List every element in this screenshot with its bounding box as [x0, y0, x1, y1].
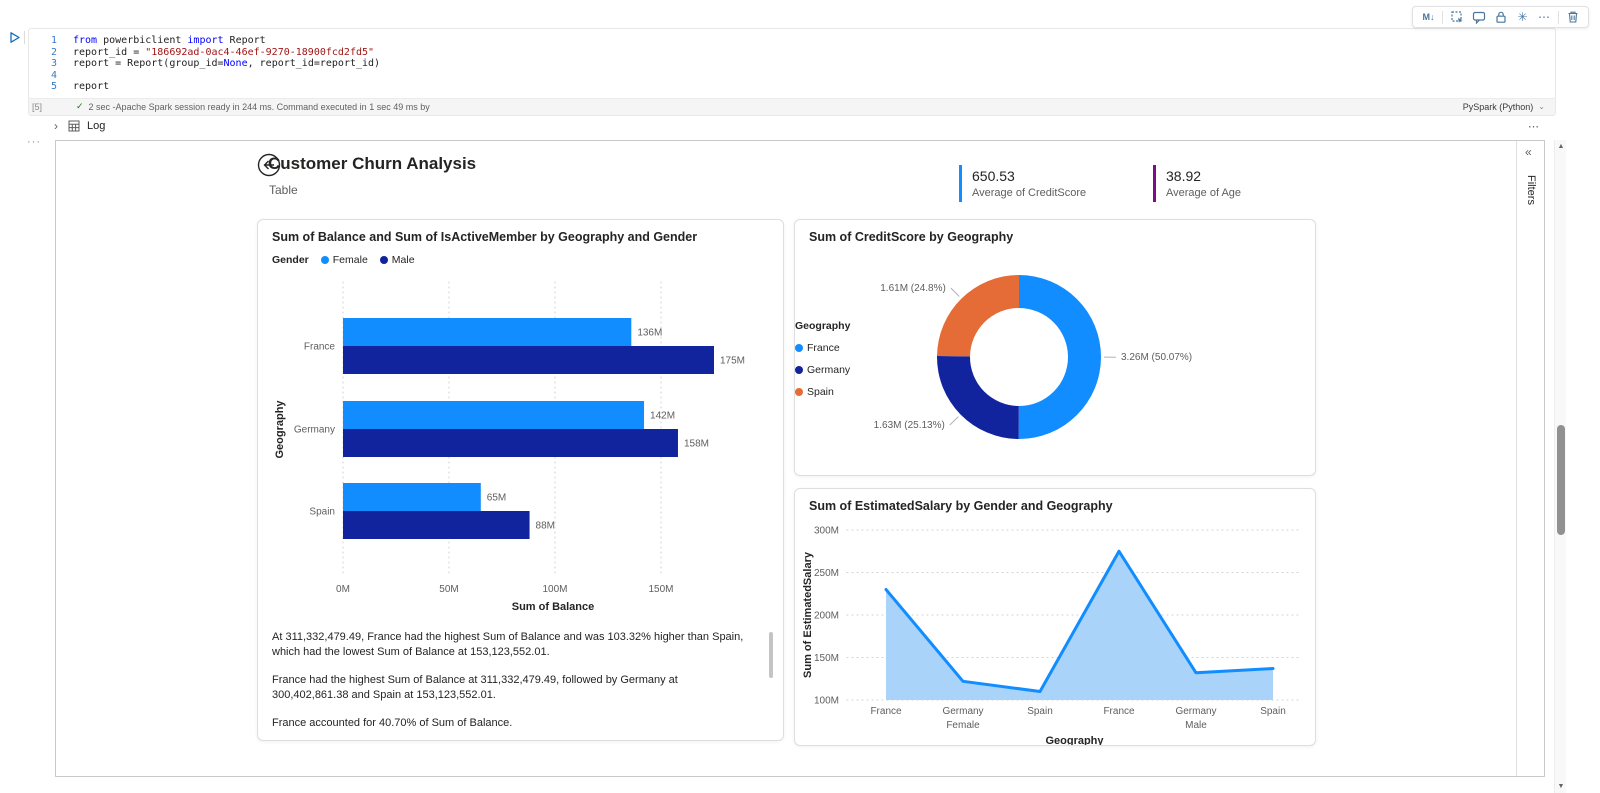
svg-text:158M: 158M — [684, 439, 709, 450]
svg-text:200M: 200M — [814, 611, 839, 622]
svg-text:3.26M (50.07%): 3.26M (50.07%) — [1121, 352, 1192, 363]
success-check-icon: ✓ — [76, 101, 84, 111]
run-cell-button[interactable] — [8, 31, 21, 44]
svg-text:Spain: Spain — [1260, 706, 1286, 717]
svg-text:150M: 150M — [814, 653, 839, 664]
svg-text:175M: 175M — [720, 356, 745, 367]
code-lines: 1 from powerbiclient import Report 2 report… — [50, 35, 381, 92]
svg-text:Geography: Geography — [274, 400, 286, 459]
kpi-label: Average of CreditScore — [972, 187, 1087, 199]
svg-text:142M: 142M — [650, 411, 675, 422]
kernel-name: PySpark (Python) — [1462, 101, 1534, 112]
kpi-average-creditscore[interactable]: 650.53 Average of CreditScore — [959, 165, 1086, 202]
scrollbar-thumb[interactable] — [1557, 425, 1565, 535]
delete-cell-icon[interactable] — [1564, 9, 1581, 26]
cell-status-text: 2 sec -Apache Spark session ready in 244… — [88, 101, 430, 112]
svg-text:Germany: Germany — [942, 706, 983, 717]
svg-text:Geography: Geography — [1045, 735, 1104, 746]
area-chart-card[interactable]: Sum of EstimatedSalary by Gender and Geo… — [794, 488, 1316, 746]
log-expand-chevron-icon[interactable]: › — [54, 119, 58, 133]
svg-text:Spain: Spain — [309, 507, 335, 518]
toolbar-divider — [1442, 10, 1443, 24]
vertical-scrollbar[interactable]: ▲ ▼ — [1554, 140, 1566, 793]
svg-text:250M: 250M — [814, 568, 839, 579]
chart-title: Sum of Balance and Sum of IsActiveMember… — [272, 230, 698, 244]
svg-text:1.61M (24.8%): 1.61M (24.8%) — [880, 283, 946, 294]
svg-text:1.63M (25.13%): 1.63M (25.13%) — [874, 420, 945, 431]
svg-text:Sum of EstimatedSalary: Sum of EstimatedSalary — [802, 551, 814, 678]
code-cell[interactable]: 1 from powerbiclient import Report 2 report… — [28, 28, 1556, 116]
svg-text:65M: 65M — [487, 493, 506, 504]
select-cell-icon[interactable] — [1448, 9, 1465, 26]
execution-count: [5] — [32, 101, 43, 112]
kpi-value: 38.92 — [1166, 168, 1202, 184]
svg-text:50M: 50M — [439, 584, 458, 595]
svg-text:France: France — [304, 342, 336, 353]
collapse-chevron-icon[interactable]: « — [1525, 145, 1532, 159]
svg-text:100M: 100M — [542, 584, 567, 595]
kpi-value: 650.53 — [972, 168, 1015, 184]
cell-toolbar: M↓ ✳ ⋯ — [1412, 6, 1589, 28]
bar-chart[interactable]: 0M 50M 100M 150M 136M 175M France 142M 158M Germa… — [258, 276, 784, 618]
log-label: Log — [87, 120, 106, 132]
svg-text:136M: 136M — [637, 328, 662, 339]
svg-text:France: France — [1103, 706, 1135, 717]
powerbi-report[interactable]: Customer Churn Analysis Table 650.53 Ave… — [55, 140, 1545, 777]
lock-icon[interactable] — [1492, 9, 1509, 26]
svg-text:100M: 100M — [814, 696, 839, 707]
svg-text:Male: Male — [1185, 720, 1207, 731]
svg-text:Germany: Germany — [1175, 706, 1216, 717]
narrative-scrollbar[interactable] — [769, 632, 773, 678]
more-options-icon[interactable]: ⋯ — [1538, 10, 1551, 24]
scroll-up-icon[interactable]: ▲ — [1557, 143, 1565, 150]
svg-text:Spain: Spain — [1027, 706, 1053, 717]
donut-chart[interactable]: 3.26M (50.07%) 1.63M (25.13%) 1.61M (24.8%… — [795, 250, 1316, 476]
svg-text:France: France — [870, 706, 902, 717]
chart-title: Sum of EstimatedSalary by Gender and Geo… — [809, 499, 1113, 513]
area-chart[interactable]: 300M 250M 200M 150M 100M France Germany Spain Fr… — [795, 517, 1316, 746]
bar-chart-legend: Gender Female Male — [272, 254, 415, 266]
svg-text:150M: 150M — [648, 584, 673, 595]
narrative-text: At 311,332,479.49, France had the highes… — [272, 631, 744, 729]
code-editor[interactable]: 1 from powerbiclient import Report 2 report… — [29, 29, 1555, 98]
chevron-down-icon: ⌄ — [1538, 102, 1545, 111]
markdown-icon[interactable]: M↓ — [1422, 12, 1435, 22]
run-divider — [24, 31, 25, 44]
bar-chart-card[interactable]: Sum of Balance and Sum of IsActiveMember… — [257, 219, 784, 741]
freeze-icon[interactable]: ✳ — [1517, 10, 1528, 24]
back-button[interactable] — [256, 152, 282, 178]
filters-label: Filters — [1525, 175, 1537, 205]
kpi-label: Average of Age — [1166, 187, 1242, 199]
svg-text:88M: 88M — [536, 521, 555, 532]
svg-text:Female: Female — [946, 720, 980, 731]
log-grid-icon — [68, 120, 80, 132]
chart-title: Sum of CreditScore by Geography — [809, 230, 1014, 244]
svg-text:Germany: Germany — [294, 425, 335, 436]
log-more-icon[interactable]: ⋯ — [1528, 120, 1540, 133]
kernel-selector[interactable]: PySpark (Python) ⌄ — [1463, 102, 1545, 112]
filters-pane[interactable]: « Filters — [1516, 141, 1544, 776]
report-subtitle: Table — [269, 183, 298, 197]
svg-text:0M: 0M — [336, 584, 350, 595]
cell-drag-handle[interactable]: ··· — [27, 136, 41, 148]
cell-status-bar: [5] ✓ 2 sec -Apache Spark session ready … — [29, 97, 1555, 115]
svg-text:300M: 300M — [814, 526, 839, 537]
comment-icon[interactable] — [1470, 9, 1487, 26]
log-section-header[interactable]: › Log ⋯ — [28, 117, 1556, 135]
scroll-down-icon[interactable]: ▼ — [1557, 783, 1565, 790]
svg-text:Sum of Balance: Sum of Balance — [512, 601, 595, 613]
report-title: Customer Churn Analysis — [268, 154, 477, 173]
kpi-average-age[interactable]: 38.92 Average of Age — [1153, 165, 1241, 202]
donut-chart-legend: Geography France Germany Spain — [795, 320, 851, 398]
toolbar-divider — [1558, 10, 1559, 24]
donut-chart-card[interactable]: Sum of CreditScore by Geography 3.26M (5… — [794, 219, 1316, 476]
